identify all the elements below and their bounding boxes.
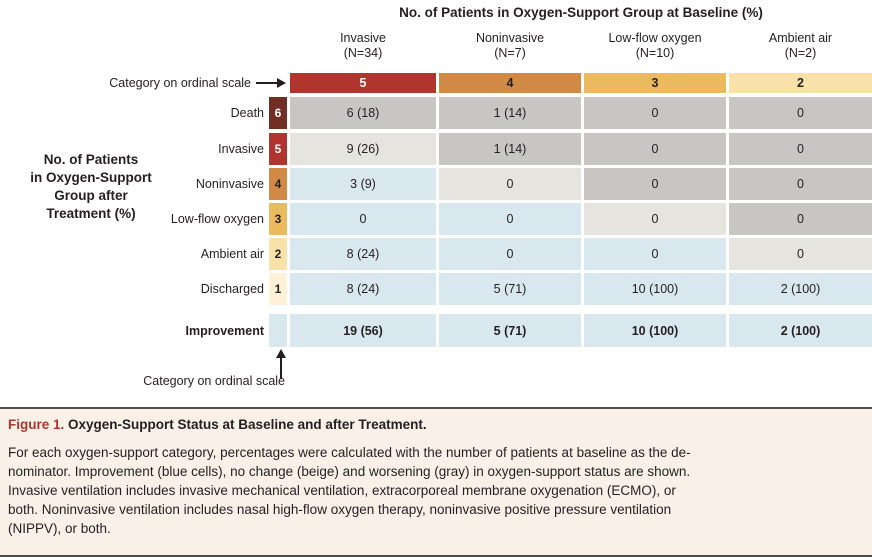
ordinal-box-4: 4 — [269, 168, 287, 200]
up-arrow-head — [276, 349, 286, 358]
cell-invasive-lowflow: 0 — [584, 133, 726, 165]
figure-number-label: Figure 1. — [8, 417, 65, 432]
row-label-invasive: Invasive — [218, 142, 264, 156]
row-label-noninvasive: Noninvasive — [195, 177, 264, 191]
caption-body-line: For each oxygen-support category, percen… — [8, 445, 691, 460]
cell-discharged-invasive: 8 (24) — [290, 273, 436, 305]
cell-lowflow-ambient: 0 — [729, 203, 872, 235]
ordinal-box-1: 1 — [269, 273, 287, 305]
cell-discharged-noninvasive: 5 (71) — [439, 273, 581, 305]
column-name: Invasive — [340, 31, 386, 45]
row-label-lowflow: Low-flow oxygen — [170, 212, 264, 226]
up-arrow-stem — [280, 358, 282, 379]
row-label-ambient: Ambient air — [200, 247, 264, 261]
ordinal-box-2: 2 — [269, 238, 287, 270]
cell-improvement-noninvasive: 5 (71) — [439, 314, 581, 347]
cell-lowflow-noninvasive: 0 — [439, 203, 581, 235]
cell-noninvasive-ambient: 0 — [729, 168, 872, 200]
cell-noninvasive-lowflow: 0 — [584, 168, 726, 200]
ordinal-box-5: 5 — [269, 133, 287, 165]
column-header-low-flow-oxygen: Low-flow oxygen (N=10) — [584, 31, 726, 61]
after-treatment-group-title: No. of Patients in Oxygen-Support Group … — [0, 151, 182, 223]
caption-body-line: nominator. Improvement (blue cells), no … — [8, 464, 691, 479]
improvement-stub-box — [269, 314, 287, 347]
ordinal-bar-3: 3 — [584, 73, 726, 93]
column-n: (N=2) — [784, 46, 817, 60]
cell-ambient-invasive: 8 (24) — [290, 238, 436, 270]
cell-ambient-ambient: 0 — [729, 238, 872, 270]
cell-improvement-ambient: 2 (100) — [729, 314, 872, 347]
column-header-invasive: Invasive (N=34) — [290, 31, 436, 61]
row-label-discharged: Discharged — [200, 282, 264, 296]
ordinal-box-6: 6 — [269, 97, 287, 129]
cell-death-noninvasive: 1 (14) — [439, 97, 581, 129]
cell-lowflow-invasive: 0 — [290, 203, 436, 235]
cell-discharged-lowflow: 10 (100) — [584, 273, 726, 305]
ordinal-bar-4: 4 — [439, 73, 581, 93]
up-arrow-icon — [272, 349, 290, 379]
row-label-death: Death — [230, 106, 264, 120]
figure-title-text: Oxygen-Support Status at Baseline and af… — [68, 417, 427, 432]
after-treatment-title-line: in Oxygen-Support — [30, 170, 152, 185]
ordinal-scale-top-label: Category on ordinal scale — [109, 76, 251, 90]
column-header-ambient-air: Ambient air (N=2) — [729, 31, 872, 61]
caption-title: Figure 1. Oxygen-Support Status at Basel… — [8, 417, 864, 432]
cell-death-ambient: 0 — [729, 97, 872, 129]
cell-noninvasive-noninvasive: 0 — [439, 168, 581, 200]
caption-body-line: Invasive ventilation includes invasive m… — [8, 483, 676, 498]
ordinal-bar-5: 5 — [290, 73, 436, 93]
cell-improvement-lowflow: 10 (100) — [584, 314, 726, 347]
ordinal-scale-pointer-top: Category on ordinal scale — [0, 73, 286, 93]
row-label-improvement: Improvement — [185, 323, 265, 338]
cell-ambient-noninvasive: 0 — [439, 238, 581, 270]
after-treatment-title-line: Treatment (%) — [46, 206, 136, 221]
after-treatment-title-line: No. of Patients — [43, 152, 139, 167]
baseline-group-title: No. of Patients in Oxygen-Support Group … — [399, 5, 763, 20]
caption-body-line: (NIPPV), or both. — [8, 521, 111, 536]
ordinal-box-3: 3 — [269, 203, 287, 235]
column-header-noninvasive: Noninvasive (N=7) — [439, 31, 581, 61]
column-n: (N=10) — [635, 46, 675, 60]
cell-death-lowflow: 0 — [584, 97, 726, 129]
caption-band — [0, 407, 872, 557]
cell-noninvasive-invasive: 3 (9) — [290, 168, 436, 200]
cell-invasive-invasive: 9 (26) — [290, 133, 436, 165]
column-n: (N=7) — [494, 46, 526, 60]
column-name: Ambient air — [768, 31, 833, 45]
cell-invasive-ambient: 0 — [729, 133, 872, 165]
caption-body-line: both. Noninvasive ventilation includes n… — [8, 502, 672, 517]
ordinal-scale-bottom-label: Category on ordinal scale — [143, 374, 285, 388]
cell-death-invasive: 6 (18) — [290, 97, 436, 129]
cell-ambient-lowflow: 0 — [584, 238, 726, 270]
cell-lowflow-lowflow: 0 — [584, 203, 726, 235]
right-arrow-icon — [256, 77, 286, 89]
column-n: (N=34) — [343, 46, 383, 60]
after-treatment-title-line: Group after — [54, 188, 128, 203]
cell-improvement-invasive: 19 (56) — [290, 314, 436, 347]
cell-discharged-ambient: 2 (100) — [729, 273, 872, 305]
column-name: Low-flow oxygen — [608, 31, 702, 45]
column-name: Noninvasive — [475, 31, 545, 45]
cell-invasive-noninvasive: 1 (14) — [439, 133, 581, 165]
ordinal-bar-2: 2 — [729, 73, 872, 93]
